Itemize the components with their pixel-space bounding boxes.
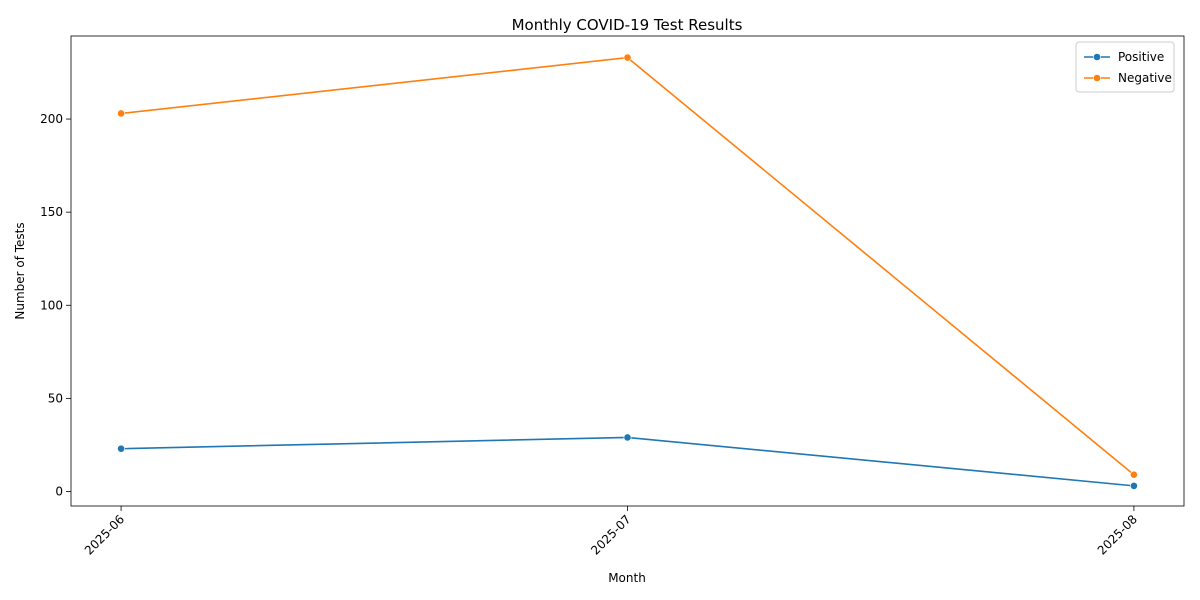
y-tick-label: 50 (48, 391, 63, 405)
legend-label-positive: Positive (1118, 50, 1164, 64)
legend-label-negative: Negative (1118, 71, 1172, 85)
y-tick-label: 0 (55, 484, 63, 498)
y-tick-label: 200 (40, 112, 63, 126)
data-point-negative (117, 109, 125, 118)
x-axis-label: Month (608, 571, 646, 585)
data-point-negative (1130, 470, 1138, 479)
legend-marker-positive (1093, 53, 1101, 61)
legend-marker-negative (1093, 74, 1101, 82)
axes-frame (70, 35, 1185, 507)
data-point-positive (1130, 481, 1138, 490)
y-axis-label: Number of Tests (13, 222, 27, 319)
y-tick-label: 150 (40, 205, 63, 219)
y-tick-label: 100 (40, 298, 63, 312)
legend: Positive Negative (1075, 41, 1175, 93)
chart-title: Monthly COVID-19 Test Results (512, 16, 743, 34)
data-point-positive (623, 433, 632, 442)
data-point-negative (623, 53, 632, 62)
data-point-positive (117, 444, 125, 453)
